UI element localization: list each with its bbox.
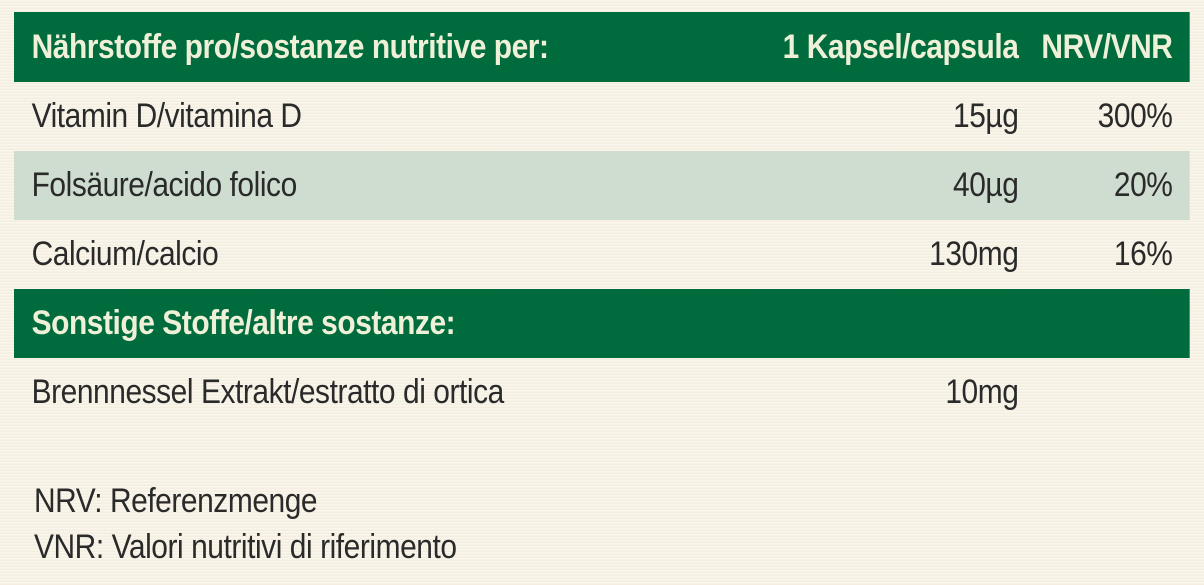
other-substances-header: Sonstige Stoffe/altre sostanze: — [14, 289, 1191, 358]
nutrient-amount: 40µg — [953, 166, 1019, 204]
table-header: Nährstoffe pro/sostanze nutritive per: 1… — [14, 12, 1191, 82]
table-row: Calcium/calcio 130mg 16% — [14, 220, 1190, 289]
nutrition-table: Nährstoffe pro/sostanze nutritive per: 1… — [14, 12, 1191, 427]
nutrient-name: Vitamin D/vitamina D — [31, 97, 302, 135]
nutrient-name: Folsäure/acido folico — [31, 166, 298, 204]
other-substance-amount: 10mg — [945, 373, 1019, 411]
footnote-nrv: NRV: Referenzmenge — [34, 482, 318, 520]
other-substances-label: Sonstige Stoffe/altre sostanze: — [31, 304, 456, 342]
other-substance-name: Brennnessel Extrakt/estratto di ortica — [31, 373, 505, 411]
nutrient-nrv: 16% — [1113, 235, 1173, 273]
header-nutrient-label: Nährstoffe pro/sostanze nutritive per: — [31, 27, 549, 66]
footnotes: NRV: Referenzmenge VNR: Valori nutritivi… — [34, 478, 457, 570]
header-amount-label: 1 Kapsel/capsula — [782, 27, 1019, 66]
nutrient-amount: 130mg — [929, 235, 1019, 273]
nutrient-amount: 15µg — [953, 97, 1019, 135]
header-nrv-label: NRV/VNR — [1041, 27, 1173, 66]
table-row: Vitamin D/vitamina D 15µg 300% — [14, 82, 1190, 151]
footnote-vnr: VNR: Valori nutritivi di riferimento — [34, 528, 457, 566]
nutrient-nrv: 300% — [1097, 97, 1173, 135]
nutrient-name: Calcium/calcio — [31, 235, 219, 273]
table-row: Brennnessel Extrakt/estratto di ortica 1… — [14, 358, 1190, 427]
nutrient-nrv: 20% — [1113, 166, 1173, 204]
table-row: Folsäure/acido folico 40µg 20% — [14, 151, 1191, 220]
